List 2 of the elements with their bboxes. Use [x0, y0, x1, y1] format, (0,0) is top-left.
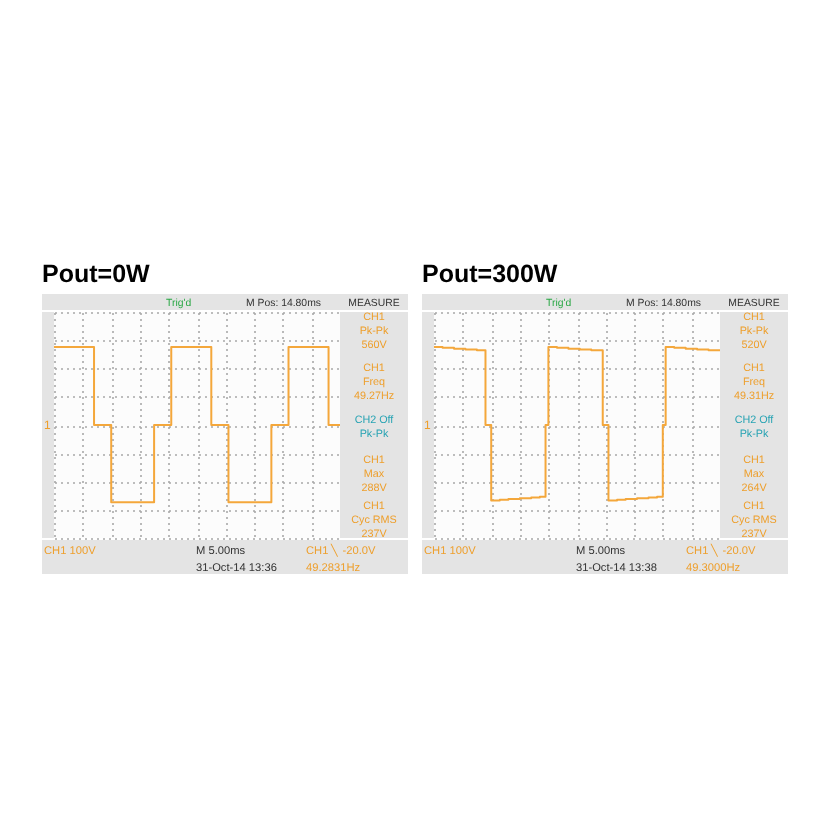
chart-title: Pout=0W: [42, 260, 151, 288]
chart-title: Pout=300W: [422, 260, 558, 288]
